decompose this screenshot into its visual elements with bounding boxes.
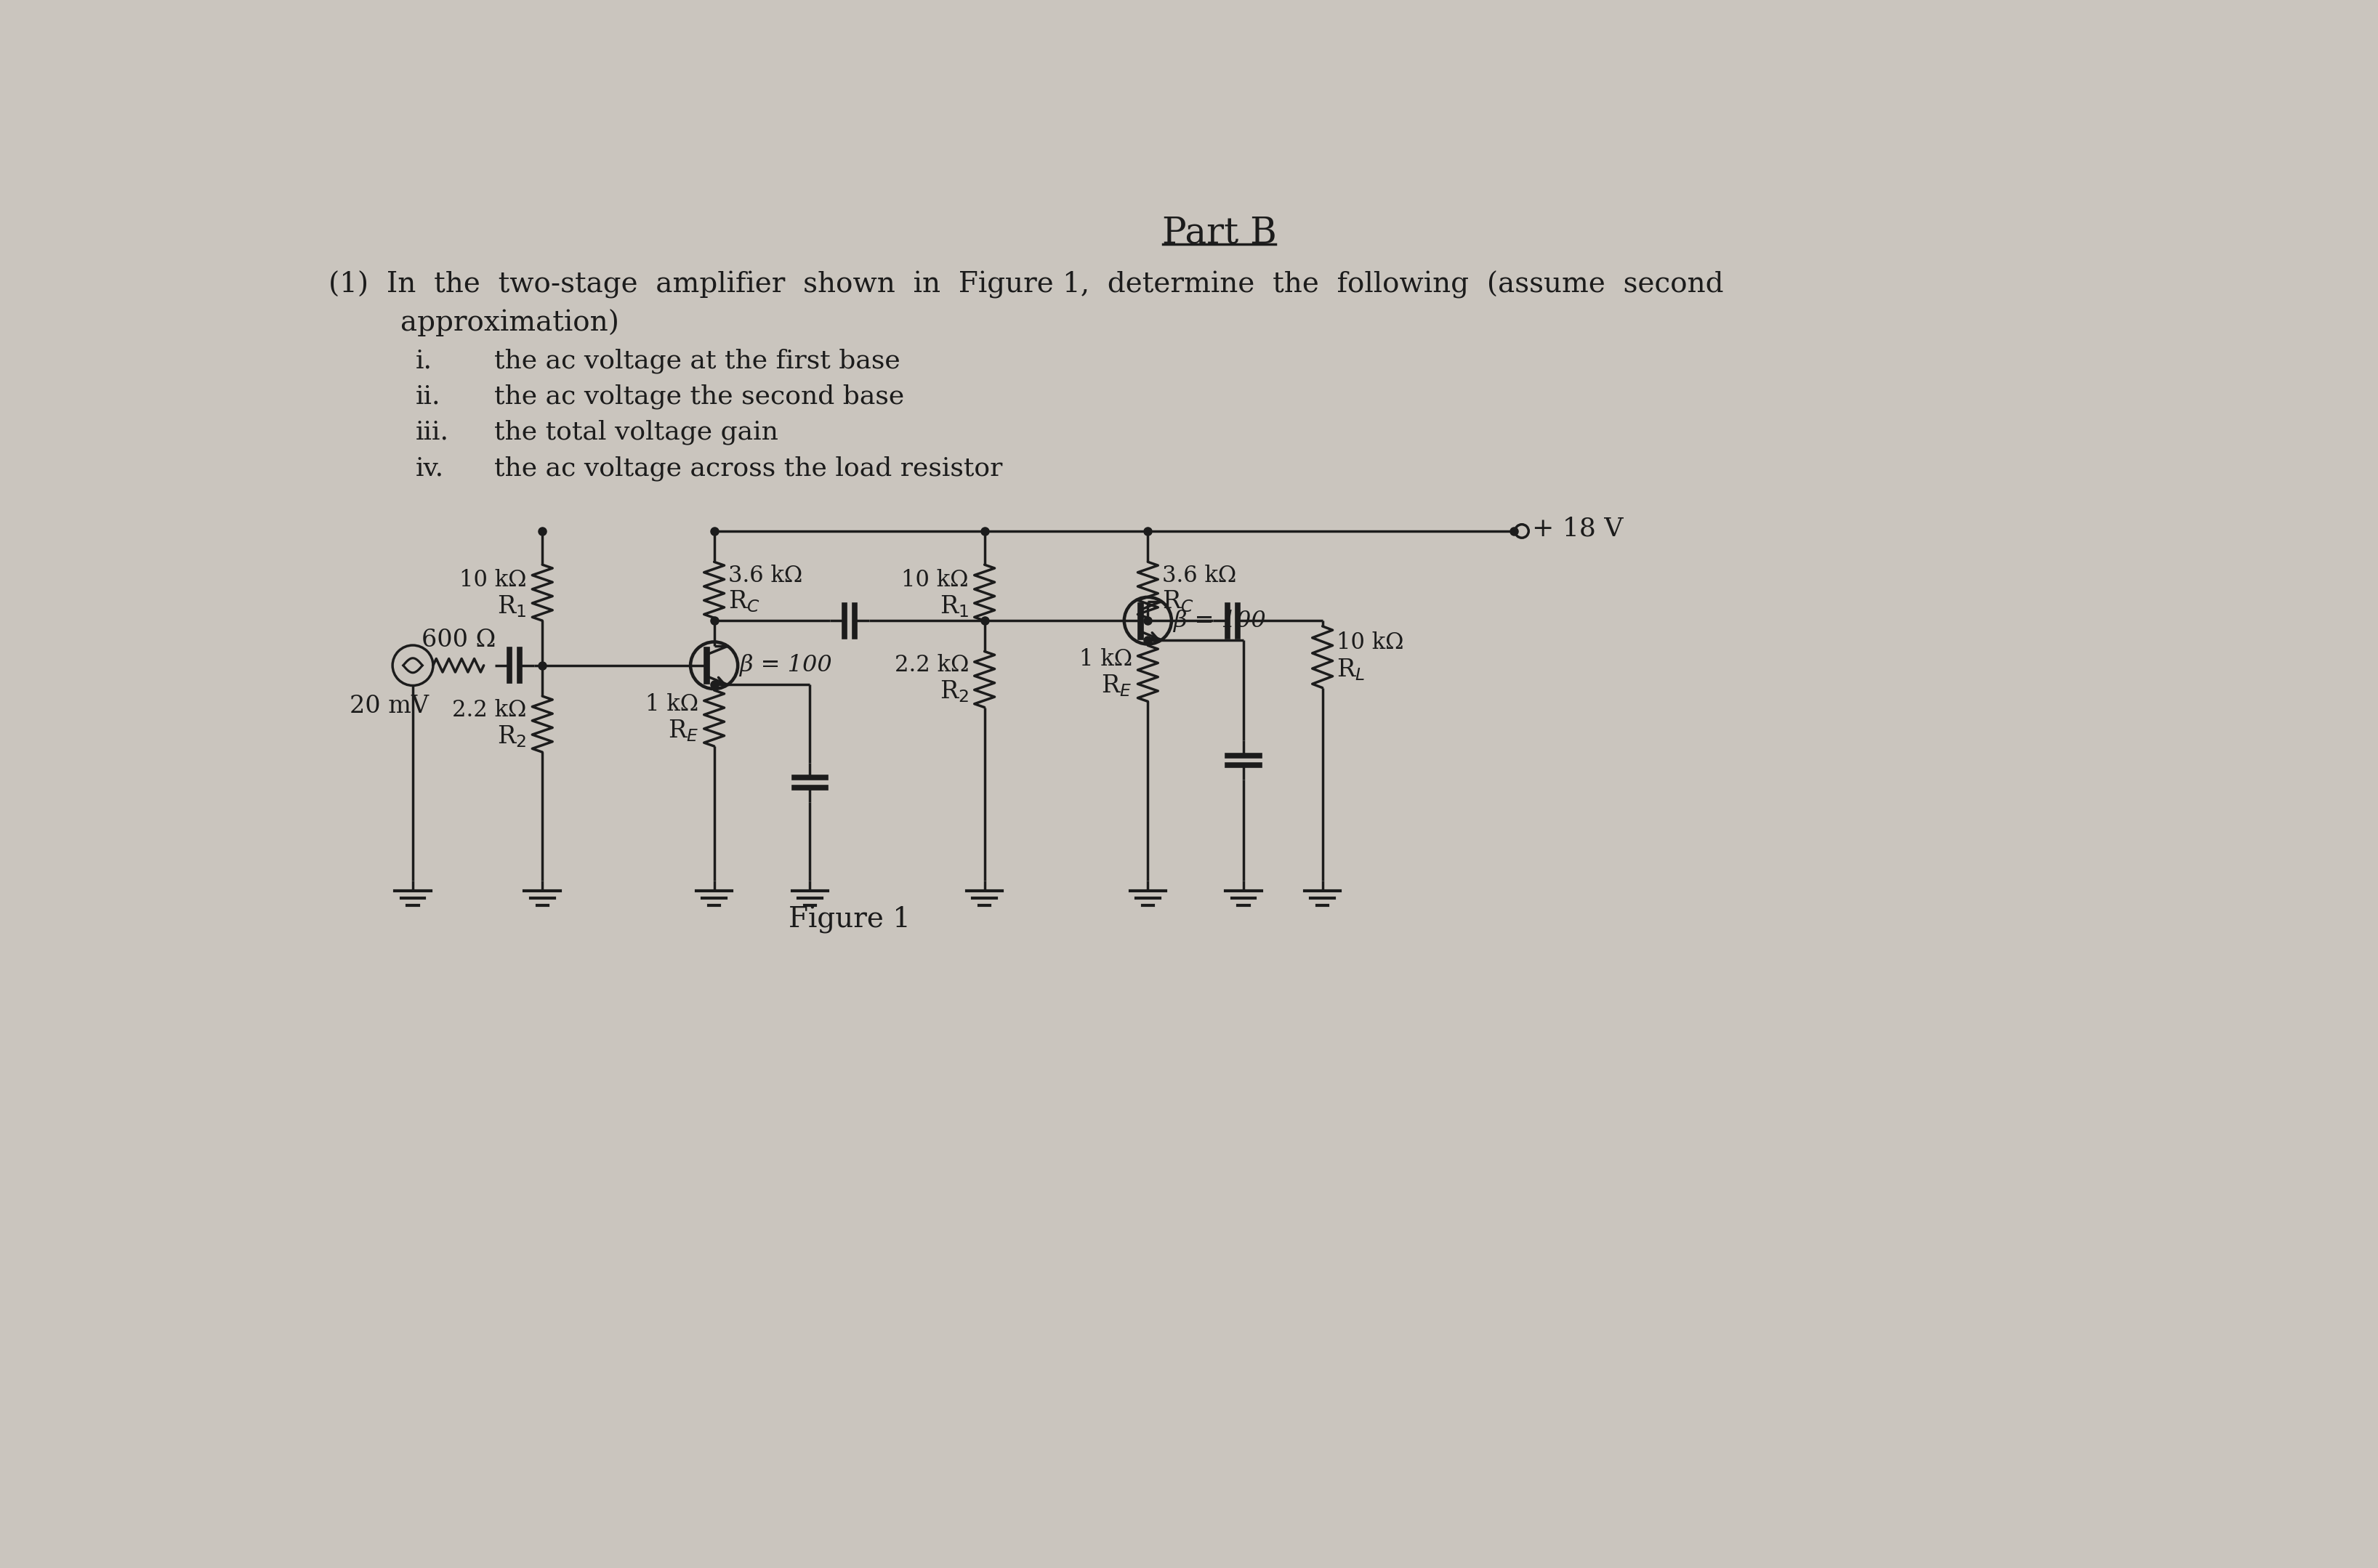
Text: R$_2$: R$_2$	[939, 679, 968, 704]
Text: 3.6 kΩ: 3.6 kΩ	[1160, 564, 1237, 586]
Text: R$_1$: R$_1$	[497, 594, 526, 619]
Text: R$_2$: R$_2$	[497, 724, 526, 750]
Text: approximation): approximation)	[328, 309, 618, 337]
Text: R$_E$: R$_E$	[668, 718, 699, 743]
Text: the ac voltage at the first base: the ac voltage at the first base	[495, 348, 901, 373]
Text: iii.: iii.	[416, 420, 449, 444]
Text: 1 kΩ: 1 kΩ	[644, 693, 699, 715]
Text: 10 kΩ: 10 kΩ	[1336, 632, 1403, 654]
Text: 600 Ω: 600 Ω	[421, 629, 495, 651]
Text: the ac voltage the second base: the ac voltage the second base	[495, 384, 904, 409]
Text: the total voltage gain: the total voltage gain	[495, 420, 778, 445]
Text: β = 100: β = 100	[740, 654, 832, 677]
Text: R$_L$: R$_L$	[1336, 657, 1365, 682]
Text: i.: i.	[416, 348, 433, 373]
Text: iv.: iv.	[416, 456, 445, 480]
Text: 20 mV: 20 mV	[350, 695, 428, 718]
Text: R$_C$: R$_C$	[1160, 588, 1194, 613]
Text: + 18 V: + 18 V	[1531, 516, 1622, 541]
Text: 1 kΩ: 1 kΩ	[1080, 648, 1132, 671]
Text: 3.6 kΩ: 3.6 kΩ	[728, 564, 801, 586]
Text: R$_C$: R$_C$	[728, 588, 759, 613]
Text: Part B: Part B	[1160, 215, 1277, 251]
Text: ii.: ii.	[416, 384, 440, 409]
Text: R$_E$: R$_E$	[1101, 673, 1132, 698]
Text: (1)  In  the  two-stage  amplifier  shown  in  Figure 1,  determine  the  follow: (1) In the two-stage amplifier shown in …	[328, 271, 1724, 299]
Text: 10 kΩ: 10 kΩ	[459, 569, 526, 591]
Text: 2.2 kΩ: 2.2 kΩ	[452, 699, 526, 721]
Text: the ac voltage across the load resistor: the ac voltage across the load resistor	[495, 456, 1004, 481]
Text: Figure 1: Figure 1	[787, 906, 911, 933]
Text: β = 100: β = 100	[1172, 610, 1265, 632]
Text: 2.2 kΩ: 2.2 kΩ	[894, 654, 968, 677]
Text: R$_1$: R$_1$	[939, 594, 968, 619]
Text: 10 kΩ: 10 kΩ	[901, 569, 968, 591]
